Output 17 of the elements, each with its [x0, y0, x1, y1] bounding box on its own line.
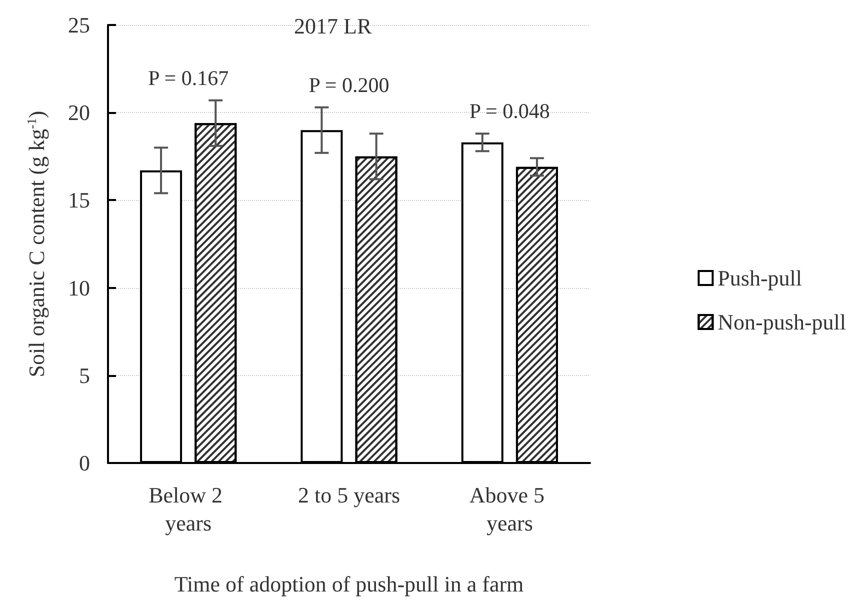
- y-tick-label: 20: [68, 100, 90, 126]
- y-tick-label: 25: [68, 12, 90, 38]
- x-axis-title: Time of adoption of push-pull in a farm: [174, 572, 524, 596]
- annotation: P = 0.200: [308, 72, 390, 97]
- y-tick-label: 15: [68, 188, 90, 213]
- annotation: P = 0.167: [148, 66, 229, 90]
- x-tick-label: Below 2 years: [148, 482, 228, 536]
- y-axis-title: Soil organic C content (g kg-1): [24, 110, 49, 378]
- annotation: P = 0.048: [469, 99, 550, 124]
- y-tick-label: 0: [79, 450, 90, 476]
- y-tick-label: 10: [68, 275, 90, 300]
- y-tick-label: 5: [79, 362, 90, 388]
- x-tick-label: 2 to 5 years: [298, 482, 400, 508]
- x-tick-label: Above 5 years: [469, 482, 550, 536]
- legend-label: Non-push-pull: [718, 310, 846, 334]
- legend-label: Push-pull: [718, 266, 802, 290]
- chart-title: 2017 LR: [294, 14, 372, 38]
